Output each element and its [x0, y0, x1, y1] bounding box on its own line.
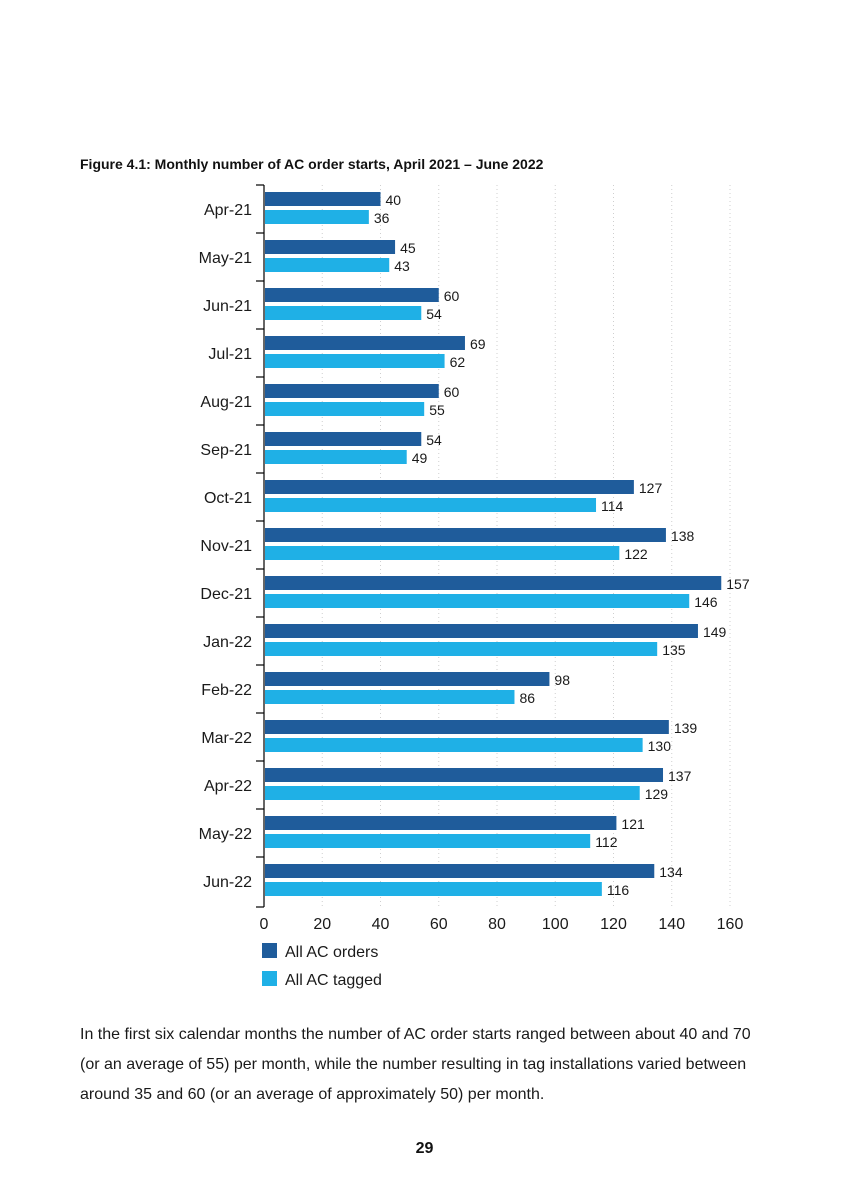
bar-orders — [265, 336, 465, 350]
y-tick-label: Dec-21 — [200, 586, 252, 603]
bar-tagged — [265, 306, 422, 320]
bar-orders — [265, 528, 666, 542]
bar-tagged — [265, 786, 640, 800]
data-label: 135 — [662, 642, 686, 658]
bar-orders — [265, 720, 669, 734]
data-label: 157 — [726, 576, 750, 592]
bar-tagged — [265, 738, 643, 752]
data-label: 36 — [374, 210, 390, 226]
legend-swatch — [262, 971, 277, 986]
legend-label: All AC tagged — [285, 972, 382, 989]
data-label: 62 — [450, 354, 466, 370]
data-label: 129 — [645, 786, 669, 802]
data-label: 122 — [624, 546, 648, 562]
data-label: 60 — [444, 384, 460, 400]
bar-orders — [265, 768, 664, 782]
x-tick-label: 0 — [260, 916, 269, 933]
bar-orders — [265, 240, 396, 254]
data-label: 146 — [694, 594, 718, 610]
x-tick-label: 140 — [658, 916, 685, 933]
x-tick-label: 80 — [488, 916, 506, 933]
bar-tagged — [265, 210, 369, 224]
y-tick-label: Aug-21 — [200, 394, 252, 411]
y-tick-label: Jan-22 — [203, 634, 252, 651]
data-label: 86 — [519, 690, 535, 706]
bar-chart: 4036454360546962605554491271141381221571… — [199, 184, 750, 989]
bar-tagged — [265, 834, 591, 848]
y-tick-label: Jul-21 — [208, 346, 252, 363]
data-label: 121 — [621, 816, 645, 832]
y-tick-label: Jun-22 — [203, 874, 252, 891]
data-label: 130 — [648, 738, 672, 754]
body-paragraph: In the first six calendar months the num… — [80, 1026, 751, 1103]
y-tick-label: Nov-21 — [200, 538, 252, 555]
legend-swatch — [262, 943, 277, 958]
bar-orders — [265, 816, 617, 830]
bar-tagged — [265, 402, 425, 416]
x-tick-label: 20 — [313, 916, 331, 933]
y-tick-label: Sep-21 — [200, 442, 252, 459]
bar-orders — [265, 384, 439, 398]
data-label: 127 — [639, 480, 663, 496]
axes: 0 20 40 60 80 100 120 140 160 Apr-21 May-21 Jun-21 J… — [199, 184, 744, 933]
data-label: 45 — [400, 240, 416, 256]
bar-orders — [265, 288, 439, 302]
data-label: 60 — [444, 288, 460, 304]
y-tick-label: Mar-22 — [201, 730, 252, 747]
bar-tagged — [265, 546, 620, 560]
data-label: 114 — [601, 498, 624, 514]
bar-tagged — [265, 594, 690, 608]
y-tick-label: Feb-22 — [201, 682, 252, 699]
y-tick-label: Oct-21 — [204, 490, 252, 507]
y-tick-label: May-21 — [199, 250, 252, 267]
bar-tagged — [265, 882, 602, 896]
bar-orders — [265, 432, 422, 446]
bar-tagged — [265, 354, 445, 368]
bar-tagged — [265, 258, 390, 272]
data-label: 139 — [674, 720, 698, 736]
data-label: 137 — [668, 768, 692, 784]
data-label: 98 — [554, 672, 570, 688]
data-label: 54 — [426, 432, 442, 448]
y-tick-label: Jun-21 — [203, 298, 252, 315]
y-tick-label: Apr-21 — [204, 202, 252, 219]
data-label: 49 — [412, 450, 428, 466]
data-label: 112 — [595, 834, 618, 850]
bar-tagged — [265, 642, 658, 656]
legend: All AC orders All AC tagged — [262, 943, 382, 989]
legend-label: All AC orders — [285, 944, 378, 961]
figure-title: Figure 4.1: Monthly number of AC order s… — [80, 156, 544, 172]
y-tick-label: Apr-22 — [204, 778, 252, 795]
bar-orders — [265, 672, 550, 686]
x-tick-label: 60 — [430, 916, 448, 933]
x-tick-label: 40 — [372, 916, 390, 933]
data-label: 43 — [394, 258, 410, 274]
y-tick-label: May-22 — [199, 826, 252, 843]
x-tick-label: 120 — [600, 916, 627, 933]
bar-tagged — [265, 690, 515, 704]
page-number: 29 — [415, 1140, 434, 1157]
data-label: 54 — [426, 306, 442, 322]
bar-orders — [265, 480, 634, 494]
data-label: 69 — [470, 336, 486, 352]
data-label: 149 — [703, 624, 727, 640]
bars: 4036454360546962605554491271141381221571… — [265, 192, 750, 898]
data-label: 116 — [607, 882, 630, 898]
bar-tagged — [265, 450, 407, 464]
data-label: 138 — [671, 528, 695, 544]
bar-orders — [265, 864, 655, 878]
data-label: 134 — [659, 864, 683, 880]
bar-tagged — [265, 498, 597, 512]
data-label: 55 — [429, 402, 445, 418]
data-label: 40 — [386, 192, 402, 208]
bar-orders — [265, 192, 381, 206]
bar-orders — [265, 576, 722, 590]
x-tick-label: 100 — [542, 916, 569, 933]
bar-orders — [265, 624, 698, 638]
x-tick-label: 160 — [717, 916, 744, 933]
